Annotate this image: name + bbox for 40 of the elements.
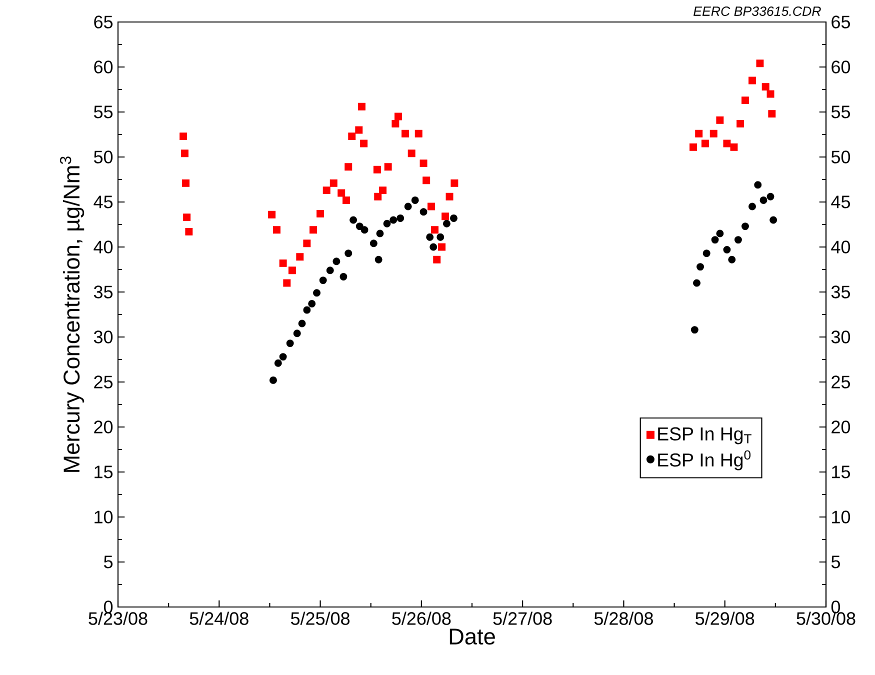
y2-tick-label: 0 bbox=[831, 600, 840, 614]
y2-tick-label: 65 bbox=[832, 16, 850, 28]
y-tick-label: 30 bbox=[94, 330, 113, 344]
legend-label: ESP In Hg$_{T}$ bbox=[658, 427, 752, 444]
x-tick-label: 5/25/08 bbox=[290, 612, 350, 625]
y-axis-title: Mercury Concentration, µg/Nm$^{3}$ bbox=[60, 156, 84, 472]
y-tick-label: 20 bbox=[94, 420, 113, 434]
y2-tick-label: 45 bbox=[831, 196, 850, 208]
y-tick-label: 15 bbox=[94, 466, 113, 478]
y2-tick-label: 35 bbox=[831, 286, 850, 298]
y2-tick-label: 30 bbox=[831, 330, 850, 344]
x-tick-label: 5/30/08 bbox=[796, 612, 856, 625]
text: EERC BP33615.CDR bbox=[694, 6, 821, 16]
y-tick-label: 65 bbox=[94, 16, 113, 28]
y2-tick-label: 25 bbox=[832, 376, 850, 388]
y-tick-label: 60 bbox=[94, 60, 113, 74]
y-tick-label: 10 bbox=[94, 510, 113, 524]
y2-tick-label: 15 bbox=[832, 466, 850, 478]
x-tick-label: 5/27/08 bbox=[493, 612, 552, 625]
x-tick-label: 5/24/08 bbox=[190, 612, 248, 625]
x-tick-label: 5/29/08 bbox=[696, 612, 754, 625]
x-axis-title: Date bbox=[450, 628, 495, 645]
x-tick-label: 5/28/08 bbox=[594, 612, 653, 625]
y-tick-label: 50 bbox=[94, 150, 113, 164]
y-tick-label: 45 bbox=[94, 196, 113, 208]
y2-tick-label: 50 bbox=[831, 150, 850, 164]
y-tick-label: 5 bbox=[104, 556, 113, 568]
y2-tick-label: 60 bbox=[832, 60, 850, 74]
y2-tick-label: 55 bbox=[831, 106, 850, 118]
y2-tick-label: 5 bbox=[831, 556, 840, 568]
y-tick-label: 35 bbox=[94, 286, 113, 298]
y2-tick-label: 40 bbox=[831, 240, 850, 254]
y2-tick-label: 10 bbox=[832, 510, 850, 524]
legend-label: ESP In Hg$^{0}$ bbox=[658, 450, 751, 470]
y-tick-label: 55 bbox=[94, 106, 113, 118]
y2-tick-label: 20 bbox=[832, 420, 850, 434]
y-tick-label: 40 bbox=[94, 240, 113, 254]
x-tick-label: 5/26/08 bbox=[392, 612, 451, 625]
x-tick-label: 5/23/08 bbox=[88, 612, 148, 625]
y-tick-label: 25 bbox=[94, 376, 113, 388]
